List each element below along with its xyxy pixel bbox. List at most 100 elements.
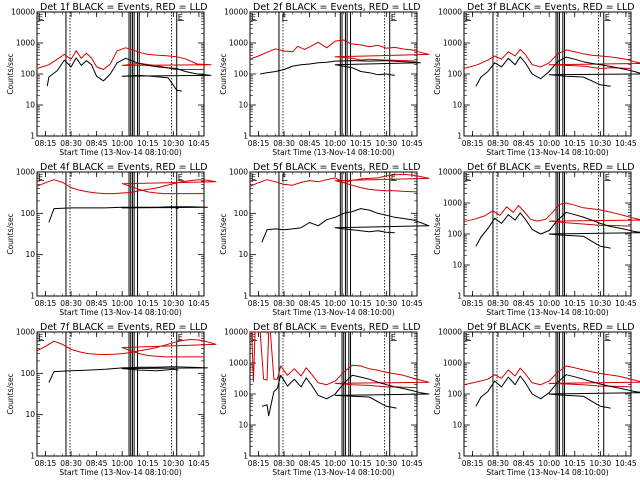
y-tick-label: 10000 (11, 8, 35, 17)
y-tick-label: 1000 (443, 199, 462, 208)
lld-series-line (250, 331, 430, 389)
x-tick-label: 08:15 (248, 299, 270, 308)
plot-frame (36, 11, 205, 137)
x-tick-label: 10:15 (137, 459, 159, 468)
y-axis-label: Counts/sec (6, 53, 15, 94)
x-tick-label: 10:45 (188, 139, 210, 148)
x-tick-label: 10:30 (163, 459, 185, 468)
y-tick-label: 1000 (443, 39, 462, 48)
x-tick-label: 10:00 (538, 299, 560, 308)
y-axis-label: Counts/sec (433, 373, 442, 414)
plot-frame (249, 11, 418, 137)
plot-panel-1: Det 1f BLACK = Events, RED = LLD 1 10 100 10… (6, 2, 212, 157)
x-axis-label: Start Time (13-Nov-14 08:10:00) (59, 468, 181, 477)
x-tick-label: 10:45 (401, 299, 423, 308)
y-tick-label: 10000 (224, 8, 248, 17)
flag-label: F (282, 173, 287, 182)
x-tick-label: 08:15 (248, 139, 270, 148)
flag-label: F (282, 13, 287, 22)
x-axis-label: Start Time (13-Nov-14 08:10:00) (486, 308, 608, 317)
x-tick-label: 08:30 (273, 459, 295, 468)
events-series-line (475, 56, 640, 87)
x-tick-label: 08:15 (462, 299, 484, 308)
y-axis-label: Counts/sec (433, 213, 442, 254)
plot-panel-2: Det 2f BLACK = Events, RED = LLD 1 10 100 10… (219, 2, 430, 157)
x-tick-label: 10:30 (376, 299, 398, 308)
plot-frame (249, 171, 418, 297)
events-series-line (475, 211, 640, 249)
y-tick-label: 100 (234, 209, 249, 218)
x-tick-label: 08:30 (60, 139, 82, 148)
x-axis-label: Start Time (13-Nov-14 08:10:00) (486, 148, 608, 157)
x-tick-label: 10:30 (163, 139, 185, 148)
plot-panel-4: Det 4f BLACK = Events, RED = LLD 1 10 100 10… (6, 162, 217, 317)
y-axis-label: Counts/sec (219, 373, 228, 414)
flag-label: E (38, 13, 43, 22)
x-tick-label: 10:45 (401, 459, 423, 468)
lld-series-line (36, 179, 217, 195)
flag-label: E (605, 13, 610, 22)
events-series-line (261, 208, 430, 243)
y-axis-label: Counts/sec (219, 53, 228, 94)
x-tick-label: 08:15 (462, 139, 484, 148)
y-tick-label: 1 (243, 292, 248, 301)
y-tick-label: 1 (457, 452, 462, 461)
lld-series-line (36, 47, 212, 70)
y-tick-label: 10 (25, 410, 35, 419)
x-axis-label: Start Time (13-Nov-14 08:10:00) (59, 308, 181, 317)
x-tick-label: 08:45 (299, 459, 321, 468)
plot-title: Det 6f BLACK = Events, RED = LLD (467, 162, 635, 173)
flag-label: E (391, 13, 396, 22)
plot-frame (36, 171, 205, 297)
plot-title: Det 4f BLACK = Events, RED = LLD (40, 162, 208, 173)
x-tick-label: 10:45 (188, 299, 210, 308)
plot-title: Det 5f BLACK = Events, RED = LLD (253, 162, 421, 173)
plot-title: Det 2f BLACK = Events, RED = LLD (253, 2, 421, 13)
y-tick-label: 10 (238, 421, 248, 430)
y-tick-label: 1 (30, 292, 35, 301)
y-tick-label: 10 (25, 101, 35, 110)
flag-label: E (38, 333, 43, 342)
x-tick-label: 10:15 (564, 139, 586, 148)
x-tick-label: 10:15 (350, 299, 372, 308)
x-tick-label: 10:00 (324, 459, 346, 468)
plot-panel-7: Det 7f BLACK = Events, RED = LLD 1 10 100 10… (6, 322, 217, 477)
x-tick-label: 10:15 (137, 299, 159, 308)
x-tick-label: 08:30 (273, 139, 295, 148)
y-tick-label: 1000 (443, 359, 462, 368)
x-tick-label: 10:15 (350, 139, 372, 148)
plot-title: Det 7f BLACK = Events, RED = LLD (40, 322, 208, 333)
x-tick-label: 10:15 (564, 459, 586, 468)
plot-title: Det 8f BLACK = Events, RED = LLD (253, 322, 421, 333)
y-tick-label: 100 (234, 390, 249, 399)
events-series-line (48, 366, 208, 383)
x-tick-label: 08:15 (35, 139, 57, 148)
y-tick-label: 100 (448, 390, 463, 399)
x-tick-label: 10:30 (376, 139, 398, 148)
x-tick-label: 10:00 (538, 459, 560, 468)
y-axis-label: Counts/sec (433, 53, 442, 94)
x-tick-label: 10:30 (163, 299, 185, 308)
x-tick-label: 10:00 (111, 139, 133, 148)
x-tick-label: 10:45 (615, 139, 637, 148)
plot-panel-6: Det 6f BLACK = Events, RED = LLD 1 10 100 10… (433, 162, 640, 317)
x-tick-label: 10:30 (590, 299, 612, 308)
x-tick-label: 10:45 (615, 299, 637, 308)
y-tick-label: 10 (452, 421, 462, 430)
events-series-line (475, 374, 640, 409)
plot-panel-8: Det 8f BLACK = Events, RED = LLD 1 10 100 10… (219, 322, 430, 477)
y-tick-label: 10 (25, 250, 35, 259)
y-tick-label: 100 (234, 70, 249, 79)
x-tick-label: 10:15 (137, 139, 159, 148)
y-tick-label: 100 (21, 209, 36, 218)
events-series-line (261, 374, 430, 417)
y-tick-label: 1 (30, 452, 35, 461)
y-tick-label: 1000 (229, 168, 248, 177)
flag-label: E (178, 173, 183, 182)
x-tick-label: 08:45 (513, 299, 535, 308)
x-tick-label: 08:45 (299, 139, 321, 148)
x-tick-label: 08:30 (273, 299, 295, 308)
flag-label: E (178, 333, 183, 342)
